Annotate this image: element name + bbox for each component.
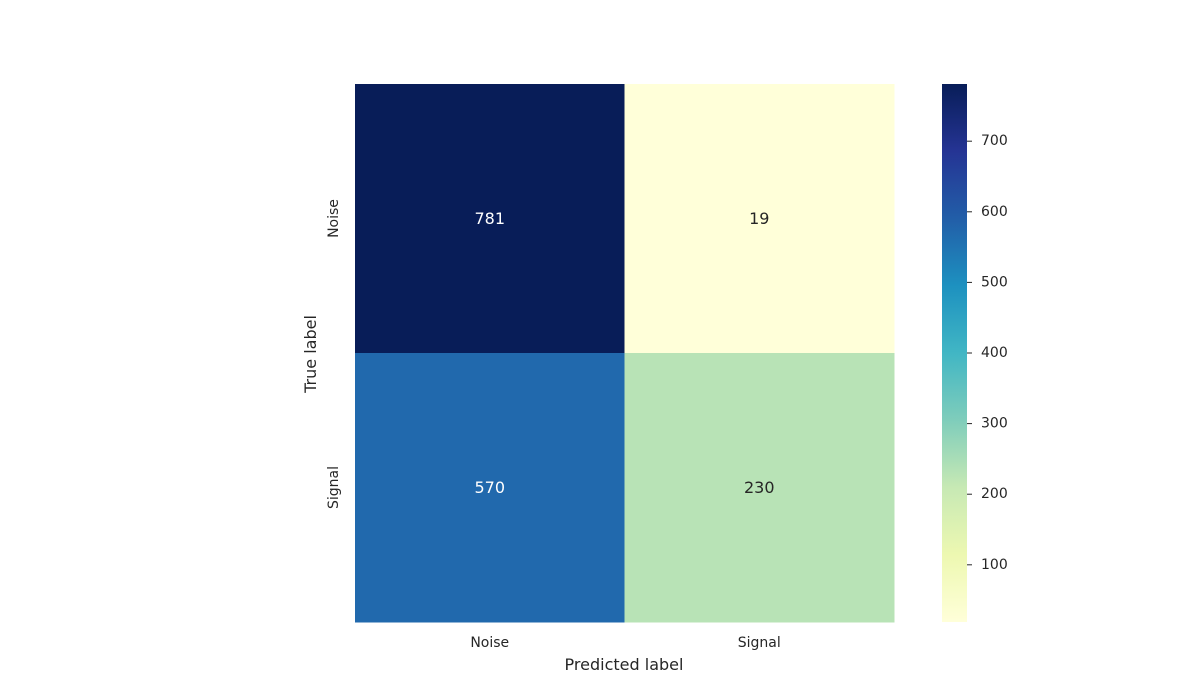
colorbar-tick-label-500: 500 — [981, 274, 1008, 290]
y-tick-label-noise: Noise — [326, 199, 342, 238]
cell-value-label-1-0: 570 — [474, 478, 505, 497]
heatmap-cell-0-1 — [624, 84, 895, 354]
colorbar: 100 200 300 400 500 600 700 — [942, 84, 1008, 622]
x-axis-label: Predicted label — [565, 655, 684, 674]
y-tick-label-signal: Signal — [326, 466, 342, 509]
heatmap-cell-1-1 — [624, 353, 895, 623]
y-axis-label: True label — [301, 315, 320, 394]
x-tick-label-signal: Signal — [738, 635, 781, 651]
cell-value-label-1-1: 230 — [744, 478, 775, 497]
colorbar-tick-label-700: 700 — [981, 133, 1008, 149]
y-tick-labels: Noise Signal — [326, 199, 342, 509]
colorbar-tick-label-300: 300 — [981, 416, 1008, 432]
x-tick-labels: Noise Signal — [470, 635, 780, 651]
x-tick-label-noise: Noise — [470, 635, 509, 651]
colorbar-tick-label-400: 400 — [981, 345, 1008, 361]
colorbar-gradient — [942, 84, 967, 622]
cell-value-label-0-0: 781 — [474, 209, 505, 228]
heatmap-cells: 781 19 570 230 — [355, 84, 895, 623]
colorbar-tick-label-100: 100 — [981, 557, 1008, 573]
heatmap-cell-1-0 — [355, 353, 625, 623]
colorbar-tick-label-600: 600 — [981, 204, 1008, 220]
heatmap-cell-0-0 — [355, 84, 625, 354]
colorbar-tick-label-200: 200 — [981, 486, 1008, 502]
cell-value-label-0-1: 19 — [749, 209, 769, 228]
